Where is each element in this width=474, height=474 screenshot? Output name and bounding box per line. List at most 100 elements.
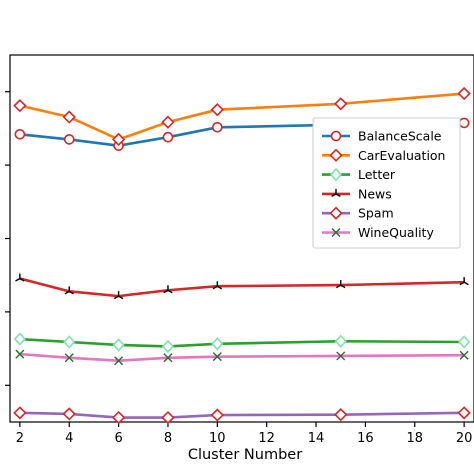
point-letter-2-shape xyxy=(112,338,125,352)
x-tick-label-4: 10 xyxy=(209,431,226,446)
point-letter-2 xyxy=(112,338,125,352)
point-balancescale-0 xyxy=(14,128,26,140)
point-carevaluation-4-shape xyxy=(210,103,224,117)
x-tick-label-1: 4 xyxy=(65,431,73,446)
x-axis-label: Cluster Number xyxy=(188,447,302,463)
point-carevaluation-2 xyxy=(111,132,126,147)
point-winequality-3-shape xyxy=(163,353,173,363)
x-tick-label-2: 6 xyxy=(114,431,122,446)
point-news-2-shape xyxy=(113,291,124,300)
legend-marker-balancescale xyxy=(330,130,342,142)
point-balancescale-1 xyxy=(63,134,75,145)
point-letter-5 xyxy=(334,334,347,348)
point-news-5-shape xyxy=(336,280,346,289)
legend-marker-news xyxy=(331,188,341,198)
point-winequality-4-shape xyxy=(212,352,222,362)
point-news-1-shape xyxy=(64,286,74,295)
x-tick-label-3: 8 xyxy=(164,431,172,446)
point-winequality-3 xyxy=(163,353,173,363)
point-winequality-1 xyxy=(64,353,74,363)
legend-marker-letter xyxy=(329,167,343,182)
series-group xyxy=(13,86,471,425)
point-balancescale-6-shape xyxy=(458,117,470,129)
legend-label-carevaluation: CarEvaluation xyxy=(358,148,445,163)
point-letter-3 xyxy=(161,339,175,354)
point-news-6 xyxy=(459,277,469,286)
x-tick-label-5: 12 xyxy=(258,431,275,446)
point-winequality-6-shape xyxy=(459,350,469,360)
point-spam-5-shape xyxy=(334,408,348,422)
point-letter-4 xyxy=(211,337,224,351)
point-letter-5-shape xyxy=(334,334,347,348)
point-letter-1 xyxy=(63,335,76,349)
point-news-0 xyxy=(15,273,25,282)
y-ticks xyxy=(5,91,10,386)
point-balancescale-1-shape xyxy=(63,134,75,145)
point-balancescale-3 xyxy=(162,131,174,143)
point-carevaluation-6-shape xyxy=(457,86,471,101)
point-spam-0 xyxy=(13,406,27,420)
point-spam-1-shape xyxy=(62,407,76,421)
point-carevaluation-3-shape xyxy=(161,115,175,129)
point-news-4 xyxy=(212,281,223,290)
legend-marker-carevaluation-shape xyxy=(329,148,343,162)
legend-label-balancescale: BalanceScale xyxy=(358,129,442,144)
point-carevaluation-0-shape xyxy=(13,99,27,113)
legend-marker-balancescale-shape xyxy=(330,130,342,142)
point-carevaluation-5-shape xyxy=(334,97,348,111)
point-spam-6 xyxy=(457,406,471,420)
legend: BalanceScale CarEvaluation Letter News Spam W… xyxy=(312,117,461,249)
point-carevaluation-6 xyxy=(457,86,471,101)
x-tick-label-7: 16 xyxy=(357,431,374,446)
point-letter-4-shape xyxy=(211,337,224,351)
point-winequality-0-shape xyxy=(15,349,25,359)
legend-label-news: News xyxy=(358,186,392,201)
legend-box xyxy=(312,117,461,249)
legend-label-spam: Spam xyxy=(358,206,394,221)
legend-marker-winequality-shape xyxy=(331,228,341,237)
x-tick-label-0: 2 xyxy=(16,431,24,446)
point-balancescale-3-shape xyxy=(162,131,174,143)
x-tick-label-9: 20 xyxy=(456,431,473,446)
point-spam-4-shape xyxy=(210,408,224,422)
legend-marker-spam-shape xyxy=(329,206,343,220)
point-carevaluation-0 xyxy=(13,99,27,113)
point-spam-2 xyxy=(111,410,126,425)
point-winequality-5-shape xyxy=(336,351,346,361)
point-spam-2-shape xyxy=(111,410,126,425)
point-winequality-5 xyxy=(336,351,346,361)
point-letter-3-shape xyxy=(161,339,175,354)
point-winequality-1-shape xyxy=(64,353,74,363)
legend-marker-winequality xyxy=(331,228,341,237)
point-news-4-shape xyxy=(212,281,223,290)
legend-marker-news-shape xyxy=(331,188,341,198)
legend-label-winequality: WineQuality xyxy=(358,225,434,240)
point-news-6-shape xyxy=(459,277,469,286)
point-news-3 xyxy=(163,285,173,294)
point-spam-3 xyxy=(161,410,175,425)
point-winequality-4 xyxy=(212,352,222,362)
point-balancescale-6 xyxy=(458,117,470,129)
x-ticks: 2 4 6 8 10 12 14 16 18 20 xyxy=(16,422,473,446)
series-line-news xyxy=(19,277,465,298)
point-letter-1-shape xyxy=(63,335,76,349)
point-carevaluation-5 xyxy=(334,97,348,111)
point-spam-3-shape xyxy=(161,410,175,425)
legend-marker-carevaluation xyxy=(329,148,343,162)
point-balancescale-0-shape xyxy=(14,128,26,140)
point-balancescale-4-shape xyxy=(212,121,223,133)
point-letter-6 xyxy=(458,335,471,349)
point-letter-0-shape xyxy=(13,332,26,346)
point-spam-5 xyxy=(334,408,348,422)
point-spam-4 xyxy=(210,408,224,422)
point-news-2 xyxy=(113,291,124,300)
point-winequality-2 xyxy=(114,356,124,366)
point-news-5 xyxy=(336,280,346,289)
legend-marker-spam xyxy=(329,206,343,220)
series-line-winequality xyxy=(19,352,465,363)
series-line-spam xyxy=(19,411,465,419)
point-spam-6-shape xyxy=(457,406,471,420)
point-winequality-0 xyxy=(15,349,25,359)
point-carevaluation-1-shape xyxy=(62,110,76,124)
